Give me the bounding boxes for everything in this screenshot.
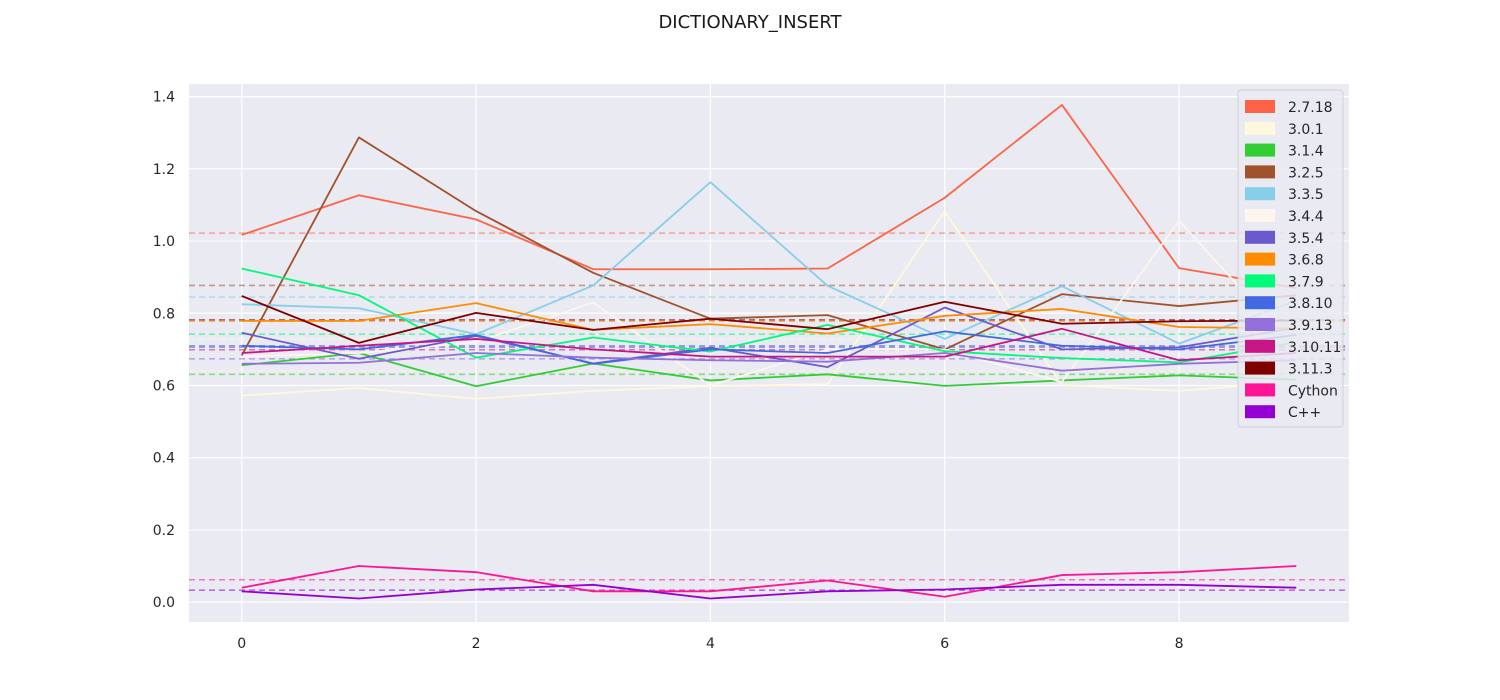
legend-swatch [1245, 143, 1275, 157]
x-tick-label: 4 [706, 636, 715, 652]
legend-label: 3.9.13 [1288, 318, 1333, 334]
chart-title: DICTIONARY_INSERT [658, 12, 842, 33]
legend-swatch [1245, 405, 1275, 419]
legend-swatch [1245, 209, 1275, 222]
legend-label: Cython [1288, 383, 1338, 399]
series-line-2.7.18 [241, 104, 1297, 289]
grid-lines [189, 84, 1349, 622]
legend-swatch [1245, 361, 1275, 375]
x-axis-ticks: 0 2 4 6 8 [237, 636, 1183, 652]
legend-swatch [1245, 318, 1275, 331]
legend-label: 3.10.11 [1288, 340, 1341, 356]
series-line-3.3.5 [241, 181, 1297, 345]
legend-swatch [1245, 274, 1275, 288]
legend-label: 3.2.5 [1288, 165, 1324, 181]
legend-swatch [1245, 100, 1275, 113]
legend: 2.7.18 3.0.1 3.1.4 3.2.5 3.3.5 3.4.4 3.5.4 3.6.… [1237, 89, 1344, 428]
series-line-3.9.13 [241, 352, 1297, 372]
legend-swatch [1245, 165, 1275, 179]
series-line-Cython [241, 565, 1297, 598]
legend-label: 3.6.8 [1288, 253, 1324, 269]
legend-swatch [1245, 230, 1275, 244]
y-tick-label: 0.0 [153, 595, 175, 611]
legend-swatch [1245, 383, 1275, 397]
y-tick-label: 1.2 [153, 162, 175, 178]
series-line-3.6.8 [241, 302, 1297, 335]
series-line-3.0.1 [241, 210, 1297, 400]
legend-label: 2.7.18 [1288, 100, 1333, 116]
legend-swatch [1245, 252, 1275, 266]
legend-label: 3.5.4 [1288, 231, 1324, 247]
series-line-3.1.4 [241, 352, 1297, 388]
x-tick-label: 2 [472, 636, 481, 652]
legend-label: 3.7.9 [1288, 274, 1324, 290]
y-tick-label: 1.0 [153, 234, 175, 250]
x-tick-label: 6 [940, 636, 949, 652]
series-line-C++ [241, 583, 1297, 600]
legend-label: 3.11.3 [1288, 362, 1333, 378]
legend-label: 3.0.1 [1288, 122, 1324, 138]
y-tick-label: 0.8 [153, 306, 175, 322]
legend-label: C++ [1288, 405, 1321, 421]
legend-swatch [1245, 339, 1275, 353]
y-tick-label: 0.6 [153, 378, 175, 394]
y-axis-ticks: 0.0 0.2 0.4 0.6 0.8 1.0 1.2 1.4 [153, 90, 175, 612]
y-tick-label: 0.2 [153, 523, 175, 539]
legend-label: 3.8.10 [1288, 296, 1333, 312]
legend-label: 3.3.5 [1288, 187, 1324, 203]
legend-label: 3.1.4 [1288, 144, 1324, 160]
x-tick-label: 8 [1175, 636, 1184, 652]
y-tick-label: 1.4 [153, 90, 175, 106]
legend-swatch [1245, 121, 1275, 135]
series-line-3.11.3 [241, 295, 1297, 344]
legend-swatch [1245, 187, 1275, 201]
x-tick-label: 0 [237, 636, 246, 652]
legend-label: 3.4.4 [1288, 209, 1324, 225]
y-tick-label: 0.4 [153, 451, 175, 467]
series-line-3.10.11 [241, 327, 1297, 362]
series-lines [240, 104, 1297, 600]
series-line-3.7.9 [241, 267, 1297, 364]
legend-swatch [1245, 296, 1275, 310]
plot-area [189, 84, 1349, 622]
